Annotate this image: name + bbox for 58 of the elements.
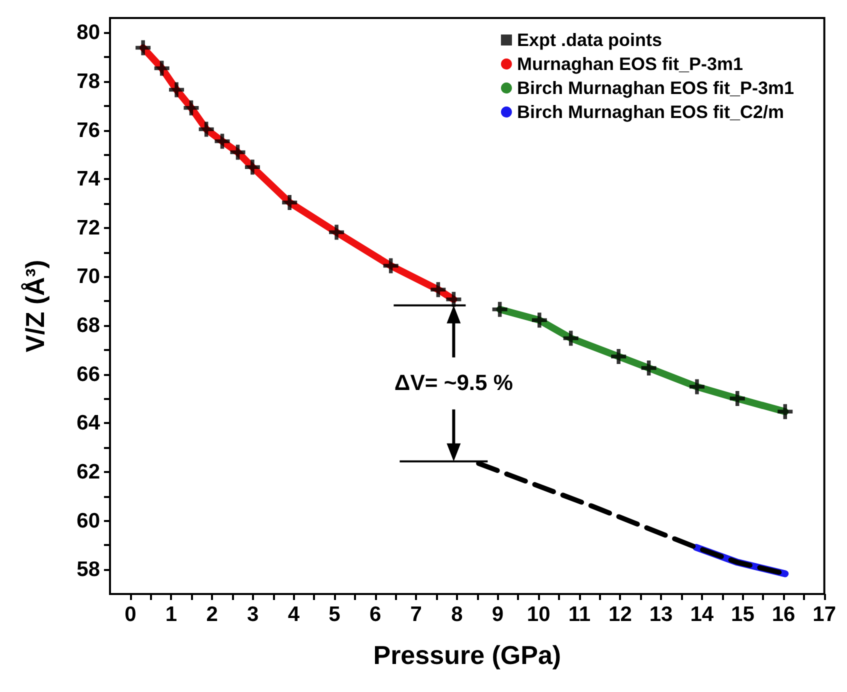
point [641,360,656,376]
point [430,282,446,298]
point [169,82,184,98]
legend-label: Birch Murnaghan EOS fit_P-3m1 [516,78,794,98]
point [730,391,745,406]
y-tick-label: 68 [76,314,100,338]
y-tick-label: 60 [76,509,100,532]
point [282,195,298,210]
point [198,122,214,137]
x-tick-label: 0 [124,603,136,626]
point [230,144,246,160]
x-tick-label: 11 [568,603,591,626]
x-tick-label: 4 [288,603,300,626]
x-tick-label: 10 [526,603,550,626]
point [244,160,260,175]
x-tick-label: 14 [690,603,714,626]
x-tick-label: 6 [369,603,382,626]
y-tick-label: 62 [76,460,100,484]
y-tick-label: 76 [76,118,100,142]
point [611,349,626,364]
x-tick-label: 5 [328,603,341,626]
point [136,40,151,56]
point [532,312,547,328]
y-tick-label: 72 [76,216,100,240]
y-tick-label: 74 [76,168,100,191]
point [492,302,508,317]
y-tick-label: 78 [76,70,100,93]
x-tick-label: 9 [492,603,504,626]
legend-label: Murnaghan EOS fit_P-3m1 [516,54,743,74]
point [778,404,793,420]
point [154,60,170,76]
y-tick-label: 64 [76,412,100,435]
annotation: ΔV= ~9.5 % [393,369,514,398]
x-tick-label: 17 [812,603,836,626]
x-axis-title: Pressure (GPa) [373,640,562,670]
y-tick-label: 66 [76,362,100,386]
x-tick-label: 13 [649,603,673,626]
x-tick-label: 1 [165,603,178,626]
point [383,258,398,274]
y-tick-label: 80 [76,21,100,44]
legend-label: Expt .data points [516,30,662,50]
legend-label: Birch Murnaghan EOS fit_C2/m [516,102,784,122]
y-tick-label: 58 [76,558,100,582]
x-tick-label: 15 [731,603,755,626]
x-tick-label: 8 [451,603,464,626]
y-axis-title: V/Z (Å³) [20,260,50,352]
point [329,224,344,240]
point [214,134,230,149]
x-tick-label: 16 [772,603,796,626]
x-tick-label: 12 [608,603,632,626]
point [563,330,578,346]
point [184,100,199,116]
point [689,379,704,394]
point [446,292,462,307]
y-tick-label: 70 [76,265,100,288]
x-tick-label: 7 [410,603,422,626]
x-tick-label: 3 [247,603,259,626]
x-tick-label: 2 [206,603,218,626]
